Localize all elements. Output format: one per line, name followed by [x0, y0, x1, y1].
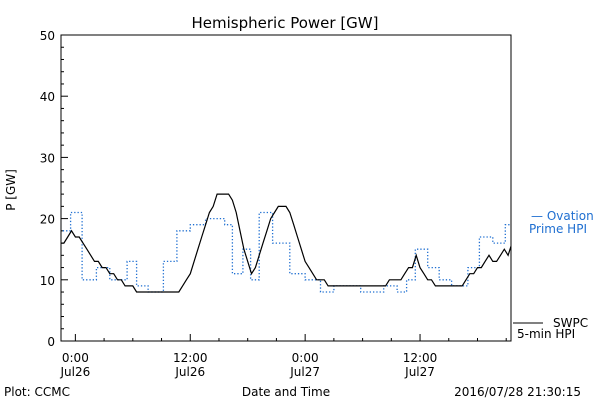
x-axis-label: Date and Time — [242, 385, 330, 399]
x-tick-label-time: 12:00 — [173, 351, 208, 365]
x-tick-label-date: Jul27 — [404, 365, 435, 379]
y-tick-label: 30 — [40, 151, 55, 165]
y-tick-label: 10 — [40, 274, 55, 288]
legend-ovation-line1: — Ovation — [531, 209, 594, 223]
legend-ovation-line2: Prime HPI — [529, 222, 587, 236]
legend-ovation: — Ovation Prime HPI — [529, 209, 594, 236]
footer-timestamp: 2016/07/28 21:30:15 — [454, 385, 581, 399]
series-swpc-line — [61, 193, 511, 293]
series-ovation-prime-line — [61, 211, 511, 293]
legend-swpc: SWPC 5-min HPI — [513, 316, 588, 341]
legend-swpc-line1: SWPC — [553, 316, 588, 330]
x-tick-label-date: Jul26 — [59, 365, 90, 379]
y-tick-label: 40 — [40, 90, 55, 104]
y-tick-label: 0 — [47, 335, 55, 349]
y-axis-label: P [GW] — [4, 169, 18, 211]
x-tick-label-time: 0:00 — [62, 351, 89, 365]
x-tick-label-time: 0:00 — [292, 351, 319, 365]
plot-frame — [60, 34, 512, 342]
y-tick-label: 20 — [40, 213, 55, 227]
y-axis: 0 10 20 30 40 50 — [40, 29, 68, 349]
y-tick-label: 50 — [40, 29, 55, 43]
x-tick-label-date: Jul26 — [174, 365, 205, 379]
legend-swpc-line2: 5-min HPI — [517, 327, 575, 341]
x-tick-label-time: 12:00 — [403, 351, 438, 365]
series-layer — [61, 193, 511, 293]
x-tick-label-date: Jul27 — [289, 365, 320, 379]
chart-title: Hemispheric Power [GW] — [192, 14, 379, 32]
footer-plot-credit: Plot: CCMC — [4, 385, 70, 399]
